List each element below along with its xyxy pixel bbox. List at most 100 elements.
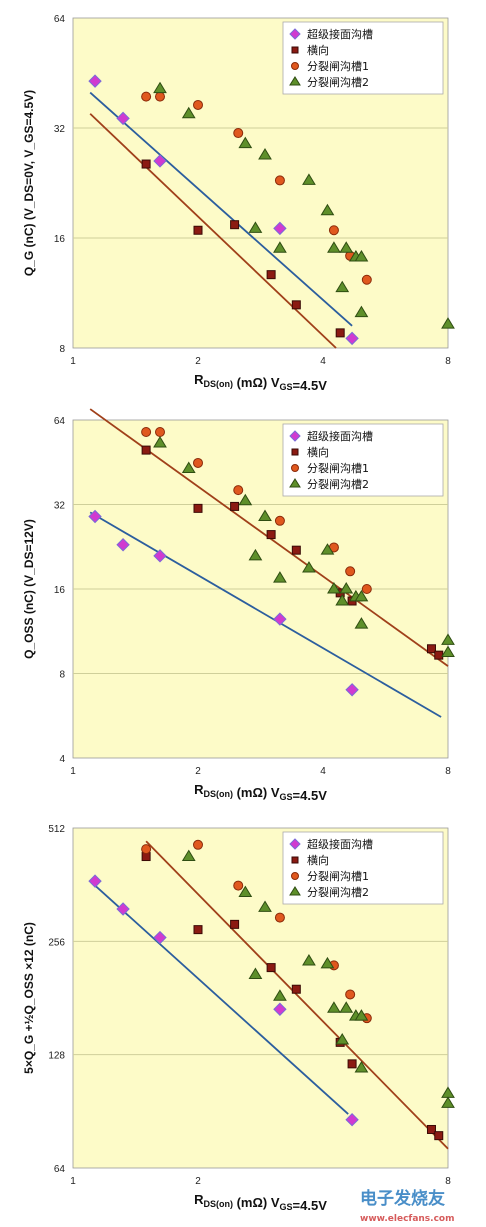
- data-point: [258, 509, 272, 522]
- legend-marker: [291, 464, 299, 472]
- data-point: [141, 844, 152, 855]
- watermark-brand: 电子发烧友: [360, 1188, 445, 1209]
- data-point: [320, 956, 335, 969]
- legend-marker: [291, 856, 299, 864]
- data-point: [434, 650, 444, 660]
- legend-marker: [289, 478, 301, 488]
- watermark-url: www.elecfans.com: [360, 1214, 454, 1224]
- data-point: [434, 1131, 444, 1141]
- data-point: [327, 241, 341, 253]
- data-point: [88, 74, 102, 88]
- legend-marker: [289, 838, 301, 850]
- data-point: [233, 128, 244, 139]
- series-1: [88, 74, 359, 346]
- legend-label: 横向: [307, 445, 329, 459]
- legend-marker: [291, 448, 299, 456]
- data-point: [193, 925, 203, 935]
- trend-line-brown: [145, 840, 449, 1150]
- data-point: [141, 159, 151, 169]
- data-point: [273, 1002, 287, 1016]
- data-point: [116, 902, 130, 916]
- data-point: [302, 173, 316, 185]
- data-point: [361, 274, 372, 285]
- y-tick-label: 256: [48, 937, 65, 948]
- data-point: [345, 683, 359, 697]
- data-point: [354, 589, 369, 602]
- data-point: [335, 594, 350, 606]
- y-tick-label: 8: [59, 344, 65, 355]
- data-point: [88, 509, 102, 524]
- data-point: [141, 445, 151, 455]
- data-point: [273, 221, 287, 236]
- series-1: [88, 874, 359, 1127]
- legend-marker: [291, 62, 299, 70]
- data-point: [335, 1033, 350, 1045]
- data-point: [153, 81, 167, 94]
- x-tick-label: 8: [445, 356, 451, 367]
- data-point: [193, 839, 203, 850]
- legend-label: 分裂闸沟槽2: [307, 76, 369, 89]
- data-point: [441, 317, 455, 329]
- x-tick-label: 1: [70, 1176, 76, 1187]
- data-point: [426, 644, 436, 654]
- data-point: [193, 503, 203, 513]
- data-point: [258, 900, 272, 912]
- data-point: [302, 561, 316, 573]
- data-point: [273, 241, 287, 253]
- data-point: [291, 300, 301, 310]
- data-point: [266, 270, 276, 280]
- legend-label: 分裂闸沟槽1: [307, 870, 369, 883]
- data-point: [141, 427, 152, 438]
- data-point: [248, 221, 263, 233]
- data-point: [193, 457, 203, 468]
- data-point: [181, 461, 196, 473]
- trend-line-blue: [89, 91, 353, 327]
- data-point: [320, 203, 335, 216]
- y-tick-label: 64: [54, 14, 66, 25]
- data-point: [248, 967, 263, 979]
- data-point: [193, 99, 203, 110]
- data-point: [291, 545, 301, 555]
- y-tick-label: 64: [54, 416, 66, 427]
- data-point: [181, 106, 196, 119]
- legend-label: 超级接面沟槽: [307, 837, 373, 851]
- data-point: [154, 91, 165, 102]
- x-tick-label: 2: [195, 1176, 201, 1187]
- data-point: [339, 241, 354, 253]
- data-point: [181, 849, 196, 862]
- data-point: [274, 515, 285, 526]
- legend-box: [282, 423, 444, 497]
- data-point: [328, 225, 339, 236]
- series-3: [141, 427, 372, 594]
- data-point: [238, 493, 253, 506]
- legend-box: [282, 831, 444, 905]
- data-point: [426, 1124, 436, 1134]
- data-point: [88, 874, 102, 888]
- data-point: [274, 912, 285, 923]
- data-point: [153, 436, 167, 448]
- x-tick-label: 4: [320, 356, 326, 367]
- legend-box: [282, 21, 444, 95]
- y-tick-label: 16: [54, 234, 66, 245]
- x-axis-label: RDS(on) (mΩ) VGS=4.5V: [194, 1192, 327, 1213]
- data-point: [339, 1001, 354, 1013]
- x-tick-label: 2: [195, 766, 201, 777]
- data-point: [238, 885, 253, 898]
- series-2: [141, 159, 345, 338]
- x-axis-label: RDS(on) (mΩ) VGS=4.5V: [194, 782, 327, 803]
- x-tick-label: 1: [70, 766, 76, 777]
- data-point: [327, 1001, 341, 1013]
- data-point: [266, 963, 276, 973]
- data-point: [230, 501, 240, 511]
- y-axis-label: 5×Q_G +½Q_OSS ×12 (nC): [22, 922, 36, 1074]
- data-point: [116, 111, 130, 126]
- data-point: [153, 930, 167, 945]
- data-point: [258, 147, 272, 160]
- y-axis-label: Q_OSS (nC) (V_DS=12V): [22, 519, 36, 659]
- x-tick-label: 8: [445, 766, 451, 777]
- data-point: [274, 175, 285, 186]
- data-point: [354, 1060, 369, 1073]
